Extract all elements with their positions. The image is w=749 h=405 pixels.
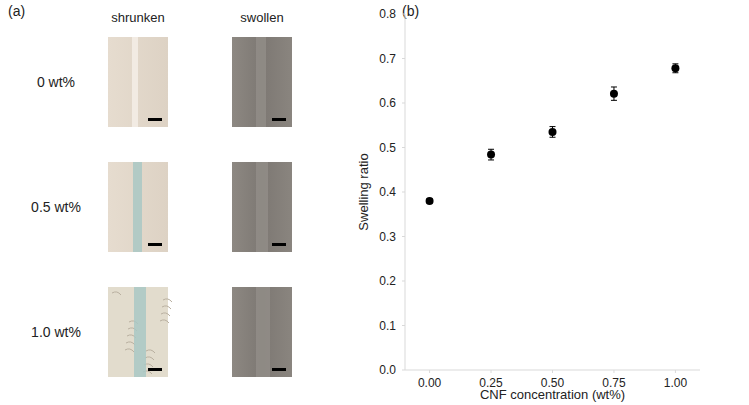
texture [112,292,121,295]
y-tick [402,281,405,282]
y-tick [402,370,405,371]
micrograph [232,287,292,377]
x-tick [675,370,676,373]
y-tick-label: 0.8 [379,7,396,21]
texture [125,349,134,352]
y-tick-label: 0.4 [379,185,396,199]
point [549,128,557,136]
error-cap [672,72,678,73]
error-cap [488,159,494,160]
y-tick [402,192,405,193]
micrograph [108,37,168,127]
fiber [132,37,138,127]
error-bar [550,127,556,138]
y-tick-label: 0.5 [379,141,396,155]
error-cap [488,149,494,150]
error-bar [672,64,678,73]
point [610,90,618,98]
y-tick-label: 0.6 [379,96,396,110]
point [671,64,679,72]
scale-bar [148,368,162,371]
micrograph [232,37,292,127]
fiber [256,37,266,127]
scale-bar [272,243,286,246]
error-cap [550,126,556,127]
error-cap [550,137,556,138]
error-cap [611,100,617,101]
row-label: 0 wt% [37,74,75,90]
texture [160,320,169,323]
x-tick [429,370,430,373]
row-label: 0.5 wt% [31,199,81,215]
panel-label: (a) [8,3,25,19]
figure: (a)shrunkenswollen0 wt%0.5 wt%1.0 wt%(b)… [0,0,749,405]
y-tick [402,325,405,326]
fiber [133,162,142,252]
scale-bar [148,243,162,246]
error-cap [611,86,617,87]
x-tick-label: 1.00 [664,376,688,390]
row-label: 1.0 wt% [31,324,81,340]
y-tick [402,147,405,148]
y-tick [402,14,405,15]
x-tick [552,370,553,373]
micrograph [232,162,292,252]
x-axis-label: CNF concentration (wt%) [480,387,625,402]
y-tick-label: 0.0 [379,363,396,377]
point [487,151,495,159]
fiber [134,287,146,377]
fiber [256,162,268,252]
y-tick-label: 0.7 [379,52,396,66]
y-tick-label: 0.1 [379,319,396,333]
error-cap [672,63,678,64]
scale-bar [272,118,286,121]
x-tick-label: 0.00 [418,376,442,390]
fiber [256,287,270,377]
y-tick [402,236,405,237]
texture [162,306,171,309]
column-label: swollen [240,10,283,25]
error-bar [611,87,617,100]
y-axis-label: Swelling ratio [356,153,371,230]
y-tick [402,58,405,59]
scale-bar [148,118,162,121]
texture [145,357,154,360]
texture [161,313,170,316]
point [426,197,434,205]
y-tick-label: 0.3 [379,230,396,244]
x-tick [491,370,492,373]
scale-bar [272,368,286,371]
error-bar [488,149,494,160]
micrograph [108,162,168,252]
y-tick [402,103,405,104]
x-tick [613,370,614,373]
texture [126,342,135,345]
y-tick-label: 0.2 [379,274,396,288]
micrograph [108,287,168,377]
column-label: shrunken [111,10,164,25]
texture [146,350,155,353]
texture [163,299,172,302]
plot-area [426,64,680,205]
